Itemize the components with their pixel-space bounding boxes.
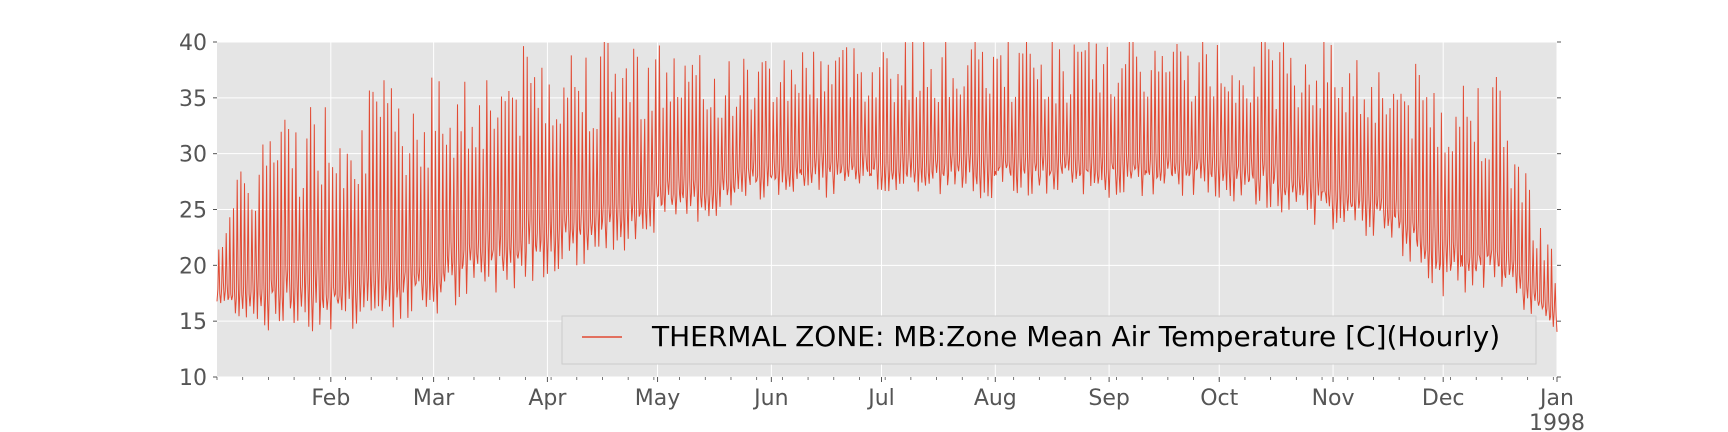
x-tick-label: Jan (1538, 386, 1574, 411)
y-tick-label: 35 (179, 87, 207, 112)
legend-label: THERMAL ZONE: MB:Zone Mean Air Temperatu… (651, 320, 1500, 353)
y-tick-label: 40 (179, 31, 207, 56)
y-tick-label: 15 (179, 310, 207, 335)
x-tick-label: Feb (311, 386, 350, 411)
y-tick-label: 10 (179, 366, 207, 391)
y-tick-label: 30 (179, 143, 207, 168)
y-axis-ticks: 10 15 20 25 30 35 40 (179, 31, 1561, 391)
x-tick-label: Jul (866, 386, 895, 411)
x-tick-label: Apr (528, 386, 567, 411)
x-tick-label: Aug (974, 386, 1017, 411)
x-axis-year-label: 1998 (1529, 411, 1585, 432)
x-tick-label: Sep (1088, 386, 1129, 411)
x-tick-label: Nov (1312, 386, 1355, 411)
x-tick-label: Dec (1422, 386, 1465, 411)
x-tick-label: Oct (1200, 386, 1238, 411)
x-tick-label: Mar (413, 386, 455, 411)
x-tick-label: May (635, 386, 680, 411)
x-axis-ticks: Feb Mar Apr May Jun Jul Aug Sep Oct Nov Dec Jan (216, 377, 1574, 411)
series-line-path (216, 41, 1558, 332)
series-line (216, 41, 1558, 332)
legend: THERMAL ZONE: MB:Zone Mean Air Temperatu… (561, 315, 1537, 365)
legend-box (561, 315, 1537, 365)
x-tick-label: Jun (752, 386, 788, 411)
y-tick-label: 20 (179, 254, 207, 279)
y-tick-label: 25 (179, 199, 207, 224)
